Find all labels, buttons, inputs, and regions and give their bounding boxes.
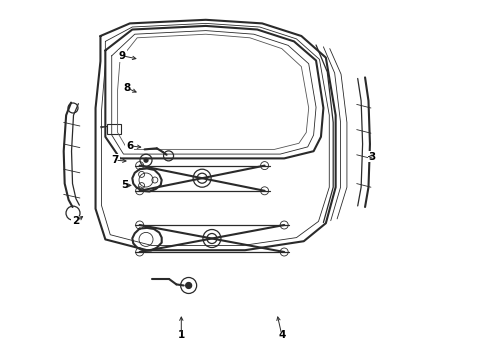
Circle shape xyxy=(136,162,144,170)
Text: 5: 5 xyxy=(122,180,128,190)
Text: 7: 7 xyxy=(111,155,119,165)
Circle shape xyxy=(261,162,269,170)
Circle shape xyxy=(136,221,144,229)
Circle shape xyxy=(207,234,217,243)
Text: 6: 6 xyxy=(126,141,133,151)
Circle shape xyxy=(144,158,148,162)
Text: 3: 3 xyxy=(369,152,376,162)
Text: 8: 8 xyxy=(124,83,131,93)
Circle shape xyxy=(261,187,269,195)
Circle shape xyxy=(280,248,288,256)
Circle shape xyxy=(197,173,207,183)
Circle shape xyxy=(136,187,144,195)
Text: 1: 1 xyxy=(178,330,185,340)
Bar xyxy=(107,124,121,134)
Circle shape xyxy=(280,221,288,229)
Text: 2: 2 xyxy=(73,216,79,226)
Text: 9: 9 xyxy=(119,51,126,61)
Circle shape xyxy=(136,248,144,256)
Circle shape xyxy=(186,283,192,288)
Text: 4: 4 xyxy=(278,330,286,340)
